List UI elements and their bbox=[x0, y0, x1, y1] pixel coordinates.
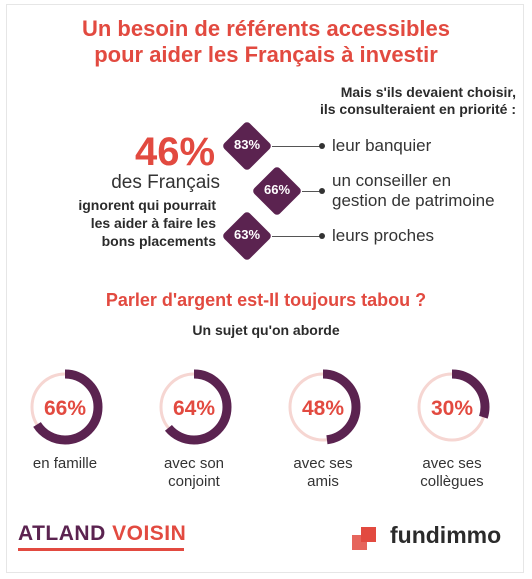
choice-label-line-1: leur banquier bbox=[332, 136, 432, 155]
choice-header: Mais s'ils devaient choisir, ils consult… bbox=[250, 84, 516, 118]
headline-desc-line-1: ignorent qui pourrait bbox=[78, 197, 216, 213]
ring-value: 64% bbox=[173, 397, 215, 420]
section-subtitle: Un sujet qu'on aborde bbox=[192, 322, 340, 338]
ring-label-family: en famille bbox=[10, 455, 120, 473]
headline-description: ignorent qui pourrait les aider à faire … bbox=[20, 196, 216, 250]
ring-arc bbox=[27, 369, 103, 445]
ring-arc bbox=[156, 369, 232, 445]
choice-badge-value: 83% bbox=[233, 137, 261, 152]
ring-value: 48% bbox=[302, 397, 344, 420]
choice-header-line-2: ils consulteraient en priorité : bbox=[319, 101, 516, 117]
logo-voisin: VOISIN bbox=[112, 522, 187, 545]
ring-chart-colleagues: 30% bbox=[411, 366, 493, 448]
atland-voisin-logo: ATLAND VOISIN bbox=[18, 522, 186, 546]
choice-badge-advisor: 66% bbox=[251, 165, 303, 217]
ring-label-partner: avec son conjoint bbox=[139, 455, 249, 491]
ring-chart-partner: 64% bbox=[153, 366, 235, 448]
headline-desc-line-3: bons placements bbox=[101, 233, 216, 249]
fundimmo-icon bbox=[352, 527, 376, 550]
choice-label-advisor: un conseiller en gestion de patrimoine bbox=[332, 171, 495, 211]
choice-badge-value: 63% bbox=[233, 227, 261, 242]
ring-svg: 64% bbox=[156, 369, 232, 445]
page-title: Un besoin de référents accessibles pour … bbox=[0, 16, 532, 68]
ring-label-line-1: en famille bbox=[32, 455, 98, 472]
headline-subject: des Français bbox=[111, 172, 220, 193]
choice-badge-value: 66% bbox=[263, 182, 291, 197]
choice-label-relatives: leurs proches bbox=[332, 226, 434, 246]
title-line-2: pour aider les Français à investir bbox=[94, 42, 438, 67]
ring-label-line-1: avec son bbox=[163, 455, 225, 472]
ring-svg: 66% bbox=[27, 369, 103, 445]
headline-desc-line-2: les aider à faire les bbox=[90, 215, 216, 231]
fundimmo-logo: fundimmo bbox=[390, 522, 502, 548]
title-line-1: Un besoin de référents accessibles bbox=[81, 16, 451, 41]
ring-label-friends: avec ses amis bbox=[268, 455, 378, 491]
ring-arc bbox=[414, 369, 490, 445]
card-frame bbox=[6, 4, 524, 573]
choice-label-line-2: gestion de patrimoine bbox=[332, 191, 495, 210]
choice-badge-banker: 83% bbox=[221, 120, 273, 172]
headline-percentage: 46% bbox=[134, 130, 216, 174]
connector-line bbox=[302, 191, 322, 192]
ring-label-line-2: collègues bbox=[420, 473, 484, 490]
ring-arc bbox=[285, 369, 361, 445]
ring-svg: 48% bbox=[285, 369, 361, 445]
connector-line bbox=[272, 236, 322, 237]
ring-label-line-1: avec ses bbox=[422, 455, 482, 472]
ring-label-line-1: avec ses bbox=[293, 455, 353, 472]
ring-value: 66% bbox=[44, 397, 86, 420]
connector-dot bbox=[319, 188, 325, 194]
section-title: Parler d'argent est-Il toujours tabou ? bbox=[105, 290, 427, 310]
ring-chart-family: 66% bbox=[24, 366, 106, 448]
logo-underline bbox=[18, 548, 184, 551]
choice-badge-relatives: 63% bbox=[221, 210, 273, 262]
connector-dot bbox=[319, 143, 325, 149]
logo-atland: ATLAND bbox=[18, 522, 106, 545]
choice-header-line-1: Mais s'ils devaient choisir, bbox=[340, 84, 516, 100]
choice-label-banker: leur banquier bbox=[332, 136, 431, 156]
ring-label-line-2: conjoint bbox=[168, 473, 220, 490]
ring-chart-friends: 48% bbox=[282, 366, 364, 448]
ring-label-line-2: amis bbox=[307, 473, 339, 490]
connector-dot bbox=[319, 233, 325, 239]
ring-svg: 30% bbox=[414, 369, 490, 445]
connector-line bbox=[272, 146, 322, 147]
choice-label-line-1: un conseiller en bbox=[332, 171, 452, 190]
ring-label-colleagues: avec ses collègues bbox=[397, 455, 507, 491]
ring-value: 30% bbox=[431, 397, 473, 420]
choice-label-line-1: leurs proches bbox=[332, 226, 435, 245]
